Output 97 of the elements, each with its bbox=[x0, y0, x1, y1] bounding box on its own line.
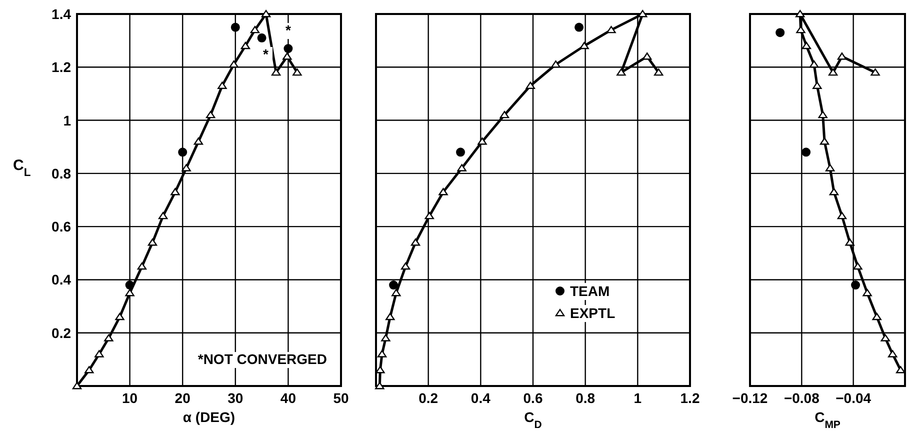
x-tick-label: 0.4 bbox=[470, 390, 491, 406]
point bbox=[580, 42, 589, 50]
x-tick-label: 0.8 bbox=[576, 390, 596, 406]
x-tick-label: −0.08 bbox=[784, 390, 820, 406]
x-tick-label: 1.2 bbox=[680, 390, 700, 406]
point bbox=[862, 289, 872, 296]
point bbox=[818, 110, 828, 118]
point bbox=[229, 60, 238, 68]
y-tick-label: 1.2 bbox=[52, 59, 72, 76]
point bbox=[206, 110, 216, 118]
point bbox=[809, 60, 819, 68]
annotation: * bbox=[285, 22, 292, 38]
y-tick-label: 1 bbox=[63, 112, 72, 128]
legend-label: EXPTL bbox=[570, 305, 616, 321]
point bbox=[282, 52, 292, 60]
x-tick-label: 1 bbox=[634, 390, 642, 406]
x-tick-label: −0.12 bbox=[732, 390, 768, 406]
point bbox=[250, 26, 260, 34]
point bbox=[84, 366, 94, 374]
point bbox=[642, 52, 652, 60]
x-tick-label: 0.2 bbox=[418, 390, 438, 406]
point bbox=[551, 60, 560, 68]
point bbox=[424, 212, 434, 220]
y-axis-title: C$_{L}$ bbox=[13, 157, 31, 179]
point bbox=[377, 350, 387, 358]
point bbox=[870, 68, 880, 76]
point bbox=[796, 10, 805, 18]
point bbox=[389, 280, 398, 290]
point bbox=[812, 82, 822, 89]
point bbox=[257, 33, 266, 42]
point bbox=[616, 68, 626, 76]
point bbox=[292, 68, 302, 76]
point bbox=[837, 212, 847, 220]
point bbox=[880, 334, 890, 342]
point bbox=[638, 10, 648, 18]
point bbox=[386, 312, 395, 320]
annotation: *NOT CONVERGED bbox=[198, 351, 327, 367]
point bbox=[158, 212, 168, 220]
point bbox=[500, 110, 510, 118]
x-tick-label: 10 bbox=[122, 390, 138, 406]
point bbox=[240, 42, 250, 50]
point bbox=[776, 28, 785, 38]
point bbox=[828, 68, 838, 76]
point bbox=[837, 52, 847, 60]
point bbox=[230, 22, 240, 32]
point bbox=[115, 312, 124, 320]
y-tick-label: 0.2 bbox=[52, 324, 72, 341]
y-tick-label: 0.8 bbox=[52, 165, 72, 182]
point bbox=[178, 148, 188, 157]
point bbox=[845, 238, 854, 246]
point bbox=[271, 68, 281, 76]
point bbox=[853, 262, 862, 270]
point bbox=[829, 188, 839, 196]
point bbox=[825, 164, 835, 172]
x-tick-label: 0.6 bbox=[523, 390, 543, 406]
point bbox=[170, 188, 180, 196]
point bbox=[456, 148, 466, 157]
point bbox=[125, 289, 134, 296]
point bbox=[194, 138, 204, 145]
point bbox=[872, 312, 882, 320]
x-axis-title: C$_{MP}$ bbox=[814, 409, 840, 431]
annotation: * bbox=[263, 46, 270, 62]
point bbox=[802, 148, 811, 157]
point bbox=[478, 138, 487, 145]
point bbox=[94, 350, 104, 358]
point bbox=[410, 238, 420, 246]
point bbox=[606, 26, 616, 34]
legend-label: TEAM bbox=[570, 283, 610, 299]
x-tick-label: 40 bbox=[280, 390, 296, 406]
x-axis-title: C$_{D}$ bbox=[524, 409, 542, 431]
x-tick-label: 20 bbox=[174, 390, 191, 406]
x-axis-title: α (DEG) bbox=[182, 409, 236, 425]
point bbox=[851, 280, 860, 290]
point bbox=[137, 262, 147, 270]
x-tick-label: 50 bbox=[333, 390, 349, 406]
point bbox=[654, 68, 664, 76]
point bbox=[400, 262, 410, 270]
point bbox=[148, 238, 158, 246]
point bbox=[284, 44, 293, 54]
point bbox=[574, 22, 584, 32]
x-tick-label: 30 bbox=[228, 390, 244, 406]
point bbox=[438, 188, 448, 196]
y-tick-label: 0.6 bbox=[52, 218, 72, 235]
x-tick-label: −0.04 bbox=[836, 390, 872, 406]
y-tick-label: 1.4 bbox=[52, 6, 72, 22]
point bbox=[261, 10, 271, 18]
point bbox=[820, 138, 830, 145]
point bbox=[802, 42, 812, 50]
point bbox=[392, 289, 401, 296]
point bbox=[218, 82, 227, 89]
point bbox=[888, 350, 898, 358]
point bbox=[381, 334, 390, 342]
point bbox=[182, 164, 191, 172]
y-tick-label: 0.4 bbox=[52, 272, 72, 288]
point bbox=[104, 334, 114, 342]
point bbox=[457, 164, 466, 172]
point bbox=[526, 82, 535, 89]
